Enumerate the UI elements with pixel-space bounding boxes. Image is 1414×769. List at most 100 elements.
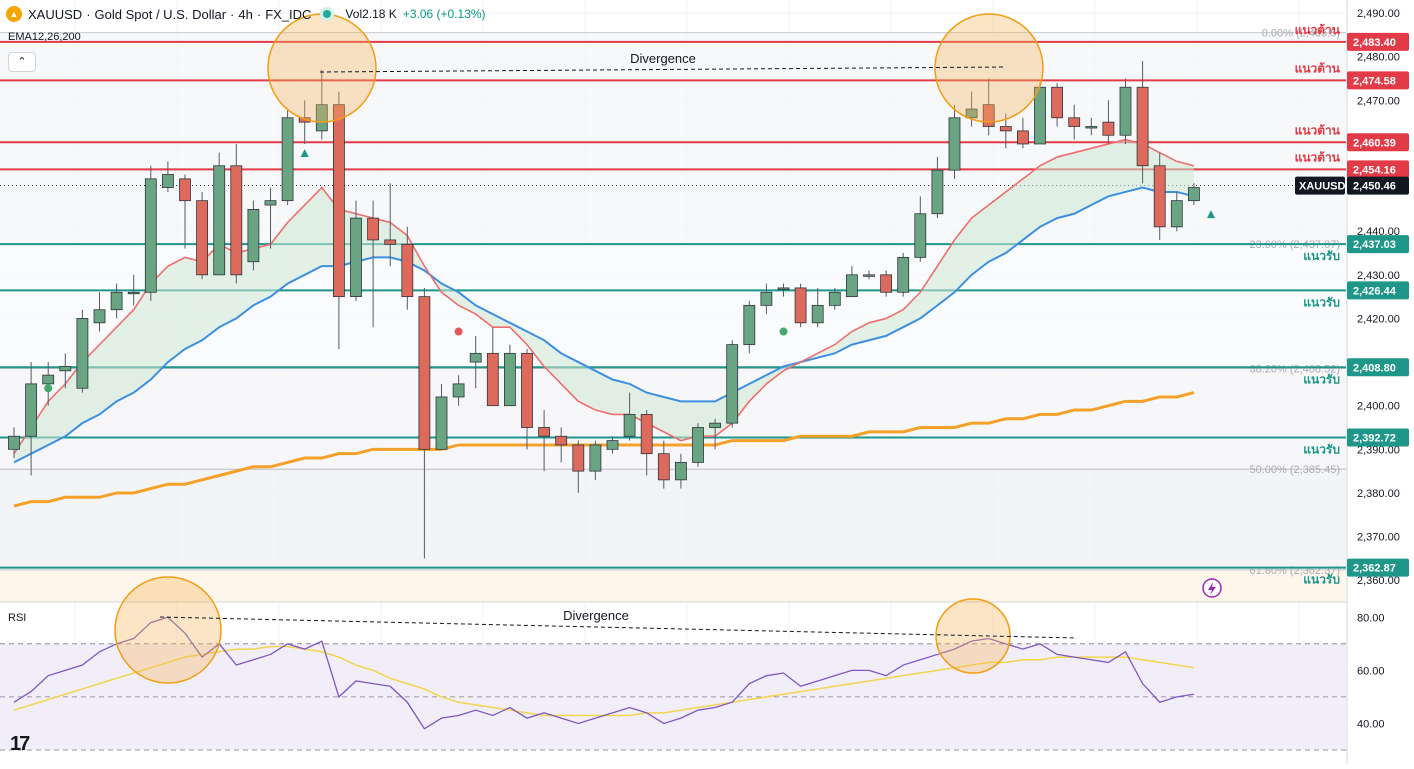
y-tick-label: 2,370.00 <box>1357 532 1400 544</box>
candle[interactable] <box>828 287 841 310</box>
candle[interactable] <box>709 418 721 450</box>
symbol-name[interactable]: XAUUSD <box>28 6 83 22</box>
price-badge-label: 2,392.72 <box>1353 432 1396 444</box>
candle[interactable] <box>846 266 858 298</box>
candle[interactable] <box>264 187 277 249</box>
candle-down <box>401 243 414 298</box>
support-tag: แนวรับ <box>1303 573 1340 587</box>
candle[interactable] <box>1102 100 1115 144</box>
candle[interactable] <box>726 340 739 428</box>
candle[interactable] <box>1017 117 1029 149</box>
candle[interactable] <box>418 287 431 559</box>
candle-down <box>999 126 1012 132</box>
candle[interactable] <box>42 362 55 406</box>
candle[interactable] <box>555 427 568 463</box>
candle[interactable] <box>1051 82 1063 127</box>
candle[interactable] <box>692 423 704 467</box>
candle[interactable] <box>486 327 499 407</box>
candle[interactable] <box>127 274 140 306</box>
candle[interactable] <box>931 157 944 219</box>
candle[interactable] <box>59 353 72 389</box>
candle-up <box>606 440 619 450</box>
collapse-indicators-button[interactable]: ⌃ <box>8 52 36 72</box>
candle-up <box>8 435 20 450</box>
candle[interactable] <box>811 287 824 328</box>
candle[interactable] <box>298 100 311 144</box>
symbol-badge <box>1295 176 1345 195</box>
candle[interactable] <box>1136 61 1149 184</box>
candle[interactable] <box>179 174 191 249</box>
ema-cloud <box>14 139 1194 463</box>
candle[interactable] <box>914 196 927 262</box>
candle[interactable] <box>1068 104 1081 140</box>
candle[interactable] <box>1153 152 1166 240</box>
candle[interactable] <box>196 191 209 280</box>
candle[interactable] <box>640 410 653 476</box>
candle[interactable] <box>538 410 550 472</box>
candle[interactable] <box>350 200 362 301</box>
timeframe[interactable]: 4h <box>238 6 253 22</box>
candle[interactable] <box>384 183 397 267</box>
candle[interactable] <box>743 301 756 354</box>
candle[interactable] <box>247 200 260 271</box>
candle[interactable] <box>1119 78 1132 144</box>
price-badge-label: 2,426.44 <box>1353 285 1397 297</box>
candle-down <box>555 435 568 446</box>
candle[interactable] <box>589 440 602 480</box>
candle-up <box>452 383 465 398</box>
rsi-indicator-label[interactable]: RSI <box>8 612 27 624</box>
candle[interactable] <box>230 143 243 284</box>
lightning-glyph <box>1208 582 1216 595</box>
candle[interactable] <box>863 270 875 280</box>
candle[interactable] <box>760 283 773 315</box>
candle-down <box>367 217 380 241</box>
candle[interactable] <box>93 292 106 332</box>
candle[interactable] <box>315 69 328 140</box>
candle[interactable] <box>1188 183 1200 206</box>
candle[interactable] <box>623 392 636 441</box>
candle[interactable] <box>435 383 448 450</box>
symbol-header[interactable]: ▲ XAUUSD · Gold Spot / U.S. Dollar · 4h … <box>6 4 486 24</box>
candle[interactable] <box>452 375 465 406</box>
candle[interactable] <box>675 453 687 489</box>
ema-indicator-label[interactable]: EMA12,26,200 <box>8 31 81 43</box>
candle[interactable] <box>1085 117 1098 136</box>
candle[interactable] <box>657 440 670 489</box>
candle[interactable] <box>213 152 226 276</box>
price-axis-bg <box>1347 0 1414 764</box>
candle[interactable] <box>332 91 345 349</box>
candle[interactable] <box>161 161 174 192</box>
candle[interactable] <box>76 309 89 393</box>
candle[interactable] <box>794 283 807 328</box>
candle[interactable] <box>469 335 482 389</box>
candle[interactable] <box>367 200 380 328</box>
volume-value: 2.18 K <box>362 7 397 21</box>
candle-down <box>298 117 311 123</box>
candle-up <box>726 344 739 424</box>
candle-up <box>1170 200 1183 228</box>
candle[interactable] <box>8 427 20 459</box>
candle[interactable] <box>897 253 910 297</box>
candle[interactable] <box>982 78 995 136</box>
candle[interactable] <box>25 362 38 476</box>
candle[interactable] <box>606 436 619 454</box>
candle[interactable] <box>144 165 157 301</box>
candle[interactable] <box>1170 191 1183 232</box>
candle[interactable] <box>401 226 414 310</box>
candle[interactable] <box>572 440 585 493</box>
candle[interactable] <box>880 270 892 297</box>
candle[interactable] <box>281 109 294 206</box>
candle-up <box>692 427 704 463</box>
candle[interactable] <box>948 104 961 179</box>
candle-up <box>948 117 961 171</box>
candle[interactable] <box>503 344 516 407</box>
candle[interactable] <box>521 348 533 450</box>
candle-up <box>42 374 55 385</box>
candle[interactable] <box>965 91 978 127</box>
candle[interactable] <box>110 283 123 319</box>
rsi-line <box>13 616 1194 730</box>
candle[interactable] <box>777 283 790 297</box>
y-tick-label: 2,480.00 <box>1357 52 1400 64</box>
tradingview-logo[interactable]: 17 <box>10 733 30 755</box>
